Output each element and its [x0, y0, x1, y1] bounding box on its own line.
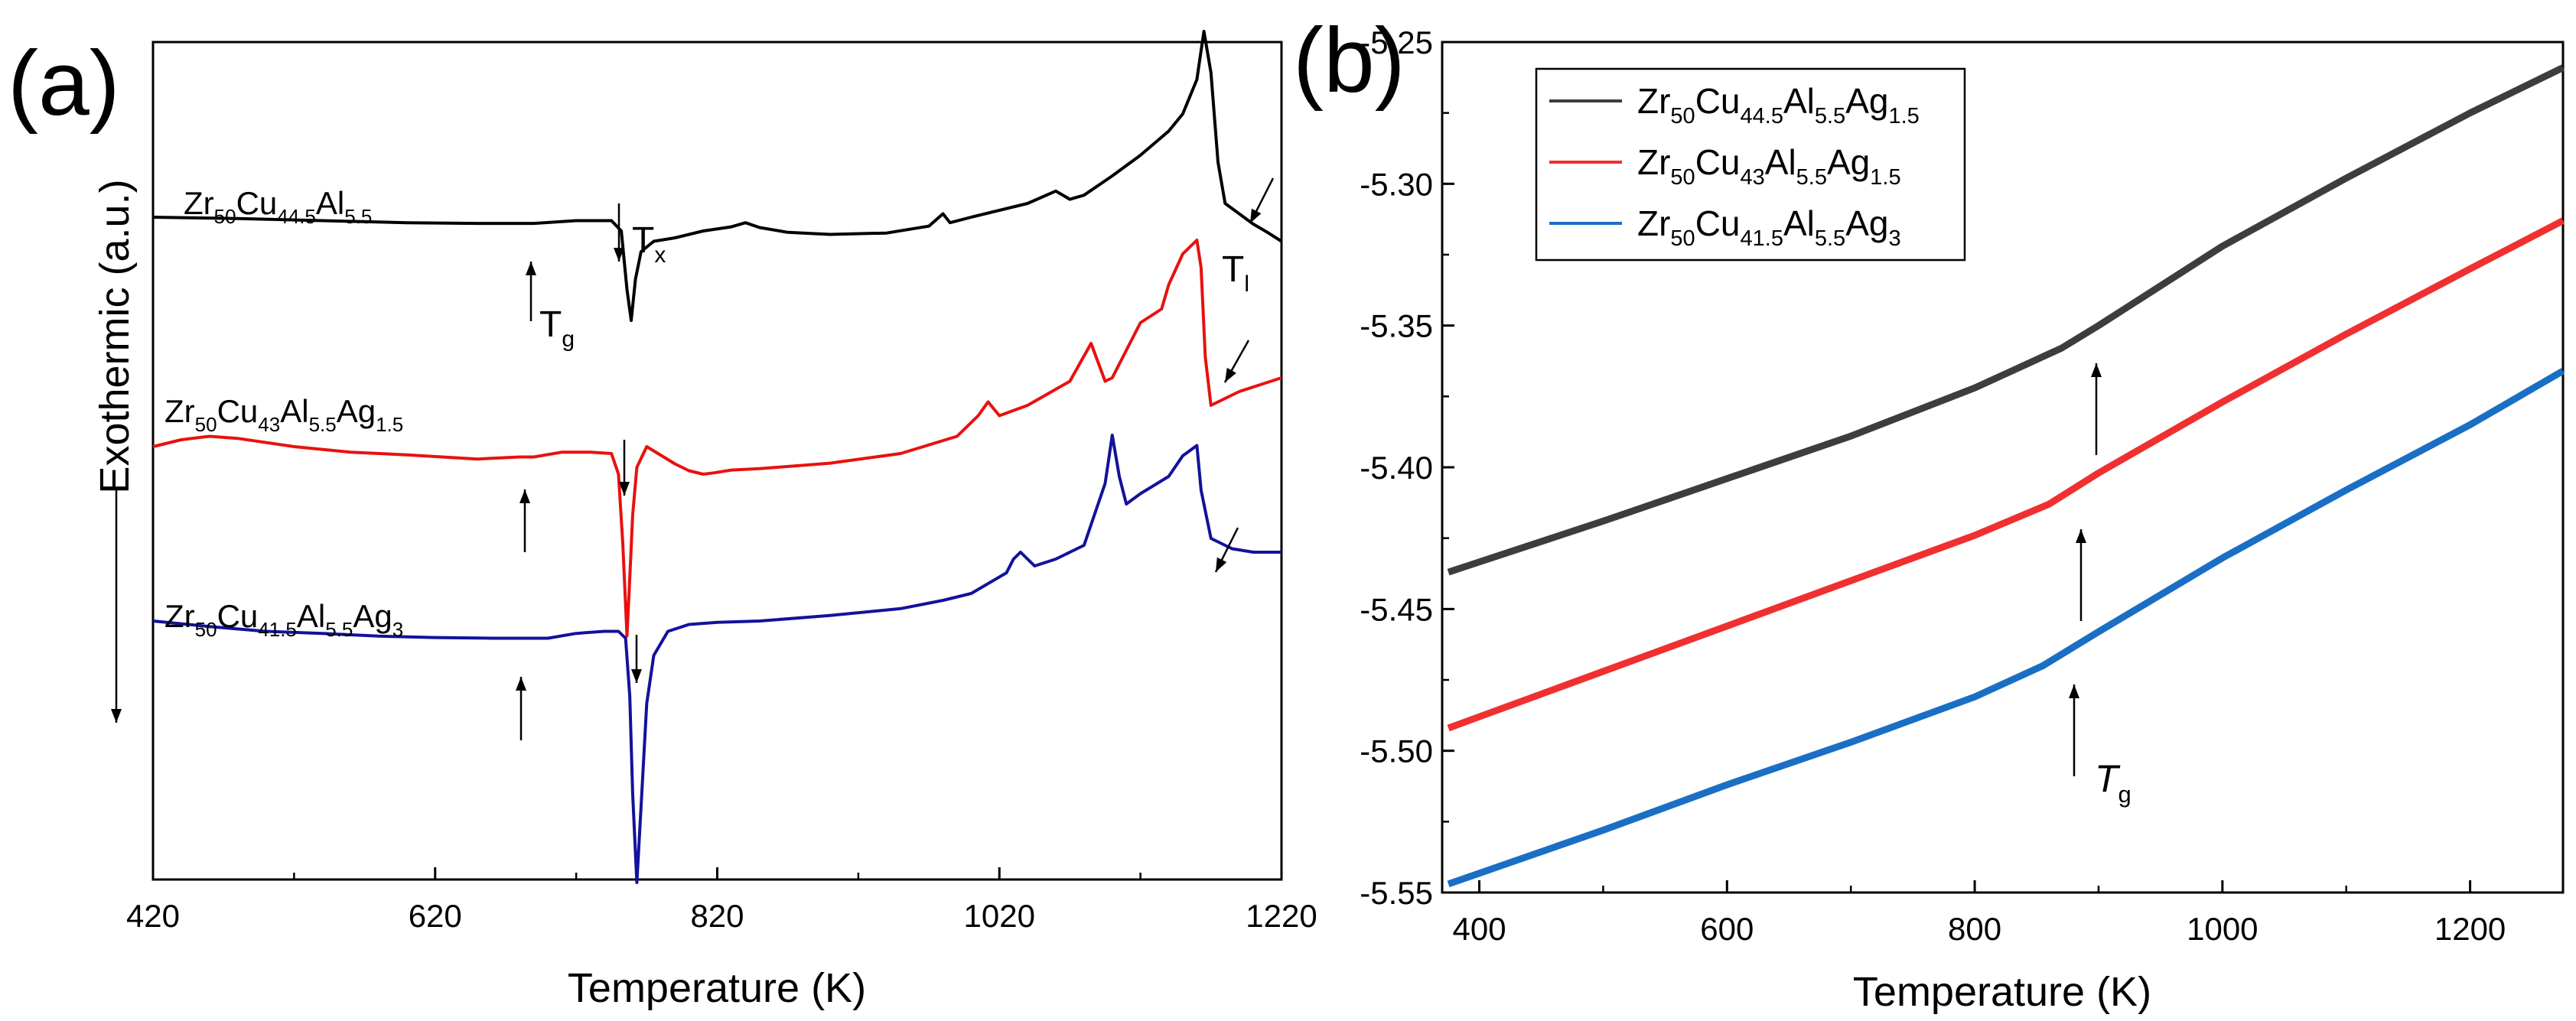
panel-a: (a) 420 620 820 1020 1220 Zr50Cu44.5Al5.5Zr5… [8, 30, 1317, 1011]
panel-b-legend-label-2: Zr50Cu43Al5.5Ag1.5 [1637, 142, 1901, 190]
panel-b-y-ticks: -5.55 -5.50 -5.45 -5.40 -5.35 -5.30 -5.25 [1360, 24, 1454, 911]
panel-b-series-line-3 [1447, 368, 2565, 888]
panel-a-tg-arrow-1 [526, 262, 536, 321]
panel-b-tg-label: Tg [2095, 757, 2131, 808]
panel-a-tx-label: Tx [632, 220, 666, 268]
panel-a-series-line-1 [152, 30, 1283, 322]
panel-a-x-tick-label: 420 [126, 898, 180, 934]
panel-a-x-tick-label: 1220 [1246, 898, 1317, 934]
panel-a-tl-arrow-1 [1249, 177, 1275, 224]
panel-a-x-tick-label: 820 [690, 898, 744, 934]
panel-b-y-tick-label: -5.25 [1360, 24, 1433, 60]
panel-a-x-axis-label: Temperature (K) [568, 965, 866, 1011]
panel-b-x-ticks: 400 600 800 1000 1200 [1453, 880, 2506, 947]
panel-b-series [1447, 64, 2565, 888]
panel-a-series-label-1: Zr50Cu44.5Al5.5 [184, 185, 372, 228]
panel-a-tx-arrow-3 [631, 635, 642, 683]
panel-a-annotations: Tg Tx Tl [516, 177, 1275, 740]
panel-a-tx-arrow-1 [614, 203, 624, 262]
panel-a-tg-label: Tg [539, 304, 575, 352]
panel-a-y-axis-label: Exothermic (a.u.) [92, 179, 138, 493]
panel-b-tg-arrow-3 [2069, 684, 2079, 776]
panel-a-tl-arrow-2 [1223, 340, 1250, 383]
panel-b-y-tick-label: -5.35 [1360, 308, 1433, 344]
panel-a-series-label-2: Zr50Cu43Al5.5Ag1.5 [164, 393, 403, 436]
panel-a-y-axis-arrow [111, 489, 122, 723]
panel-a-x-tick-label: 620 [409, 898, 462, 934]
panel-b-legend-label-3: Zr50Cu41.5Al5.5Ag3 [1637, 203, 1901, 251]
panel-a-x-ticks: 420 620 820 1020 1220 [126, 867, 1317, 934]
panel-b-y-tick-label: -5.55 [1360, 875, 1433, 911]
panel-b-label: (b) [1293, 9, 1405, 112]
panel-a-tg-arrow-3 [516, 677, 526, 740]
panel-a-series-line-3 [152, 434, 1281, 884]
panel-b-x-axis-label: Temperature (K) [1853, 969, 2151, 1015]
panel-a-x-tick-label: 1020 [964, 898, 1035, 934]
panel-b-y-tick-label: -5.45 [1360, 591, 1433, 627]
panel-b-y-tick-label: -5.30 [1360, 166, 1433, 202]
panel-b-x-tick-label: 400 [1453, 911, 1506, 947]
panel-b-legend: Zr50Cu44.5Al5.5Ag1.5 Zr50Cu43Al5.5Ag1.5 Zr… [1535, 67, 1966, 262]
panel-b-y-tick-label: -5.50 [1360, 733, 1433, 769]
panel-a-series-line-2 [152, 239, 1282, 638]
panel-b-x-tick-label: 600 [1700, 911, 1754, 947]
panel-b-series-line-2 [1447, 217, 2565, 732]
panel-a-y-direction-arrow [111, 489, 122, 723]
panel-a-series-label-3: Zr50Cu41.5Al5.5Ag3 [164, 598, 403, 641]
panel-b-series-line-1 [1447, 64, 2565, 576]
panel-b: (b) -5.55-5.50-5.45-5.40-5.35-5.30-5.25 … [1293, 9, 2565, 1015]
panel-b-tg-arrow-1 [2091, 363, 2102, 455]
panel-a-series-labels: Zr50Cu44.5Al5.5 Zr50Cu43Al5.5Ag1.5 Zr50Cu4… [164, 185, 403, 641]
panel-a-tx-arrow-2 [619, 440, 630, 496]
panel-b-x-tick-label: 1200 [2434, 911, 2506, 947]
panel-b-tg-arrow-2 [2076, 529, 2086, 621]
panel-a-tl-arrow-3 [1214, 527, 1239, 573]
panel-a-tg-arrow-2 [519, 489, 530, 552]
panel-a-tl-label: Tl [1222, 249, 1249, 297]
panel-b-legend-label-1: Zr50Cu44.5Al5.5Ag1.5 [1637, 81, 1920, 128]
panel-a-plot-frame [151, 41, 1283, 881]
panel-b-y-tick-label: -5.40 [1360, 450, 1433, 486]
panel-a-label: (a) [8, 32, 120, 135]
panel-b-annotations: Tg [2069, 363, 2131, 808]
panel-a-series [152, 30, 1283, 884]
panel-b-x-tick-label: 1000 [2187, 911, 2258, 947]
panel-b-x-tick-label: 800 [1948, 911, 2001, 947]
